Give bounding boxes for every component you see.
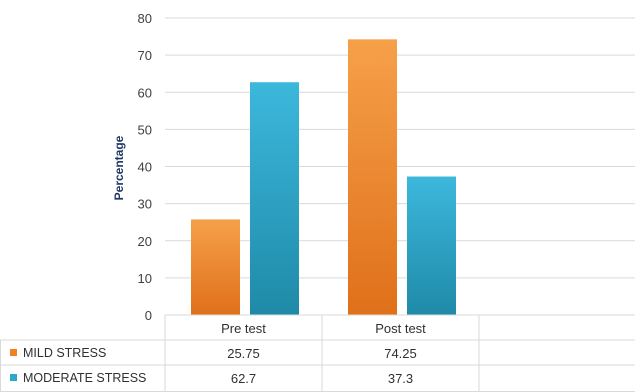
data-table-value: 37.3 <box>388 371 413 386</box>
y-tick-label: 0 <box>145 308 152 323</box>
data-table-value: 25.75 <box>227 346 260 361</box>
x-category-label: Pre test <box>221 321 266 336</box>
gridlines <box>165 17 635 316</box>
bars <box>191 39 456 316</box>
y-axis-label: Percentage <box>112 135 126 200</box>
y-tick-label: 80 <box>138 11 152 26</box>
y-tick-label: 70 <box>138 48 152 63</box>
data-table-value: 62.7 <box>231 371 256 386</box>
y-axis-ticks: 0 10 20 30 40 50 60 70 80 <box>138 11 152 323</box>
data-table-value: 74.25 <box>384 346 417 361</box>
y-tick-label: 60 <box>138 85 152 100</box>
x-category-label: Post test <box>375 321 426 336</box>
y-tick-label: 10 <box>138 271 152 286</box>
y-tick-label: 30 <box>138 197 152 212</box>
data-table: Pre test Post test MILD STRESS 25.75 74.25 MO… <box>0 314 635 392</box>
bar-mild-stress-post-test <box>348 39 397 316</box>
legend-label: MILD STRESS <box>23 346 106 360</box>
y-tick-label: 50 <box>138 122 152 137</box>
bar-moderate-stress-post-test <box>407 176 456 315</box>
legend-swatch <box>10 374 17 381</box>
legend-label: MODERATE STRESS <box>23 371 146 385</box>
bar-moderate-stress-pre-test <box>250 82 299 315</box>
legend-swatch <box>10 349 17 356</box>
y-tick-label: 20 <box>138 234 152 249</box>
bar-mild-stress-pre-test <box>191 219 240 315</box>
y-tick-label: 40 <box>138 160 152 175</box>
